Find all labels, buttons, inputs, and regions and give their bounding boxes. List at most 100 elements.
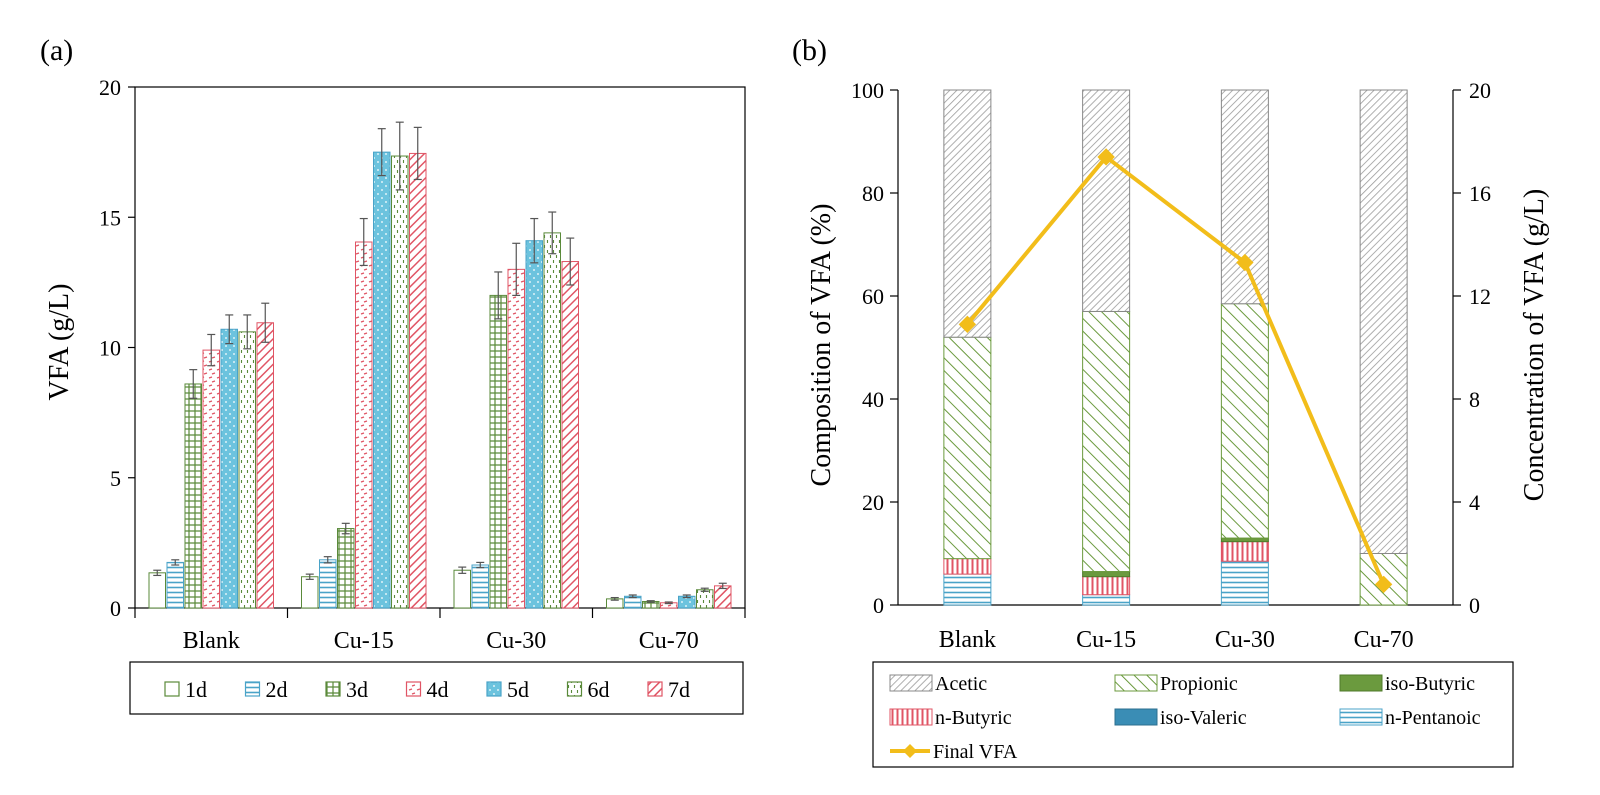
bar-4d-cu-30: [507, 268, 525, 609]
y2-tick-label: 12: [1469, 284, 1491, 309]
legend-box: [129, 661, 744, 715]
stack-propionic-cu-15: [1082, 310, 1131, 573]
legend-swatch-iso-butyric: [1339, 674, 1383, 692]
x-category-label: Cu-15: [334, 628, 394, 654]
final-vfa-marker-cu-70: [1374, 575, 1393, 594]
legend-swatch-3d: [325, 681, 341, 697]
bar-6d-blank: [238, 331, 256, 609]
x-category-label: Blank: [939, 627, 996, 653]
bar-7d-cu-30: [561, 261, 579, 609]
bar-2d-blank: [166, 561, 184, 609]
bar-7d-cu-15: [409, 152, 427, 609]
stack-propionic-cu-30: [1220, 303, 1269, 539]
x-category-label: Cu-70: [639, 628, 699, 654]
legend-label-5d: 5d: [507, 677, 529, 702]
panel-b-label: (b): [792, 34, 827, 67]
legend-label-iso-butyric: iso-Butyric: [1385, 673, 1475, 695]
legend-label-n-butyric: n-Butyric: [935, 707, 1012, 729]
bar-6d-cu-15: [391, 155, 409, 609]
legend-swatch-2d: [244, 681, 261, 697]
stack-acetic-blank: [943, 89, 992, 338]
y2-tick-label: 20: [1469, 78, 1491, 103]
y-tick-label: 15: [99, 205, 121, 230]
panel-b-y2-axis-label: Concentration of VFA (g/L): [1519, 189, 1550, 501]
panel-a-y-axis-label: VFA (g/L): [44, 284, 75, 401]
panel-a-bars: [148, 121, 732, 609]
legend-swatch-propionic: [1114, 674, 1158, 692]
final-vfa-marker-blank: [958, 315, 977, 334]
bar-4d-blank: [202, 349, 220, 609]
bar-4d-cu-15: [355, 241, 373, 609]
stack-iso-butyric-cu-15: [1082, 571, 1131, 578]
bar-5d-cu-30: [525, 240, 543, 609]
legend-swatch-n-pentanoic: [1339, 708, 1383, 726]
stack-propionic-blank: [943, 336, 992, 560]
legend-swatch-7d: [647, 681, 663, 697]
legend-label-iso-valeric: iso-Valeric: [1160, 707, 1247, 729]
y-tick-label: 20: [99, 75, 121, 100]
bar-1d-cu-15: [301, 576, 319, 609]
panel-a-axes: 0 5 10 15 20 Blank Cu-15 Cu-30 Cu-70: [99, 75, 746, 654]
y2-tick-label: 16: [1469, 181, 1491, 206]
panel-b-y-axis-label: Composition of VFA (%): [806, 204, 837, 487]
bar-7d-blank: [256, 322, 274, 609]
legend-label-7d: 7d: [668, 677, 690, 702]
bar-5d-cu-15: [373, 151, 391, 609]
bar-3d-cu-30: [489, 294, 507, 609]
y-tick-label: 0: [110, 596, 121, 621]
y-tick-label: 80: [862, 181, 884, 206]
bar-6d-cu-70: [696, 589, 714, 609]
stack-n-pentanoic-cu-30: [1220, 560, 1269, 606]
panel-b-legend: Acetic Propionic iso-Butyric n-Butyric iso-V…: [872, 661, 1514, 768]
final-vfa-marker-cu-15: [1097, 148, 1115, 166]
legend-swatch-1d: [164, 681, 180, 697]
legend-label-1d: 1d: [185, 677, 207, 702]
stack-n-butyric-blank: [943, 558, 992, 575]
panel-b-line: [958, 148, 1393, 594]
bar-2d-cu-15: [319, 559, 337, 609]
legend-label-2d: 2d: [266, 677, 288, 702]
y-tick-label: 20: [862, 490, 884, 515]
bar-1d-blank: [148, 572, 166, 609]
legend-label-acetic: Acetic: [935, 673, 987, 695]
y-tick-label: 60: [862, 284, 884, 309]
stack-iso-butyric-cu-30: [1220, 537, 1269, 543]
y-tick-label: 5: [110, 466, 121, 491]
panel-b-bars: [943, 89, 1408, 606]
x-category-label: Cu-30: [1215, 627, 1275, 653]
legend-label-n-pentanoic: n-Pentanoic: [1385, 707, 1481, 729]
x-category-label: Cu-15: [1076, 627, 1136, 653]
final-vfa-marker-cu-30: [1236, 253, 1254, 272]
bar-3d-blank: [184, 383, 202, 609]
legend-label-6d: 6d: [588, 677, 610, 702]
y2-tick-label: 4: [1469, 490, 1480, 515]
y-tick-label: 40: [862, 387, 884, 412]
stack-n-butyric-cu-15: [1082, 576, 1131, 596]
legend-swatch-final-vfa-marker: [903, 744, 917, 758]
panel-a-label: (a): [40, 34, 73, 67]
x-category-label: Cu-70: [1354, 627, 1414, 653]
stack-acetic-cu-15: [1082, 89, 1131, 312]
bar-6d-cu-30: [543, 232, 561, 609]
x-category-label: Cu-30: [486, 628, 546, 654]
panel-a-legend: 1d 2d 3d 4d 5d 6d 7d: [129, 661, 744, 715]
stack-acetic-cu-30: [1220, 89, 1269, 305]
final-vfa-line: [965, 154, 1386, 586]
y-tick-label: 100: [851, 78, 884, 103]
bar-1d-cu-30: [453, 569, 471, 609]
stack-n-pentanoic-blank: [943, 573, 992, 606]
y-tick-label: 0: [873, 593, 884, 618]
legend-label-final-vfa: Final VFA: [933, 741, 1018, 763]
stack-n-butyric-cu-30: [1220, 541, 1269, 562]
legend-swatch-5d: [486, 681, 502, 697]
legend-swatch-n-butyric: [889, 708, 933, 726]
legend-label-3d: 3d: [346, 677, 368, 702]
panel-b: (b) Composition of VFA (%) Concentration…: [792, 34, 1550, 768]
bar-2d-cu-30: [471, 564, 489, 609]
y2-tick-label: 8: [1469, 387, 1480, 412]
stack-acetic-cu-70: [1359, 89, 1408, 554]
bar-7d-cu-70: [714, 585, 732, 609]
panel-a: (a) VFA (g/L) 0 5 10 15 20 Blank Cu-15 Cu-30 Cu-…: [40, 34, 746, 715]
x-category-label: Blank: [183, 628, 240, 654]
